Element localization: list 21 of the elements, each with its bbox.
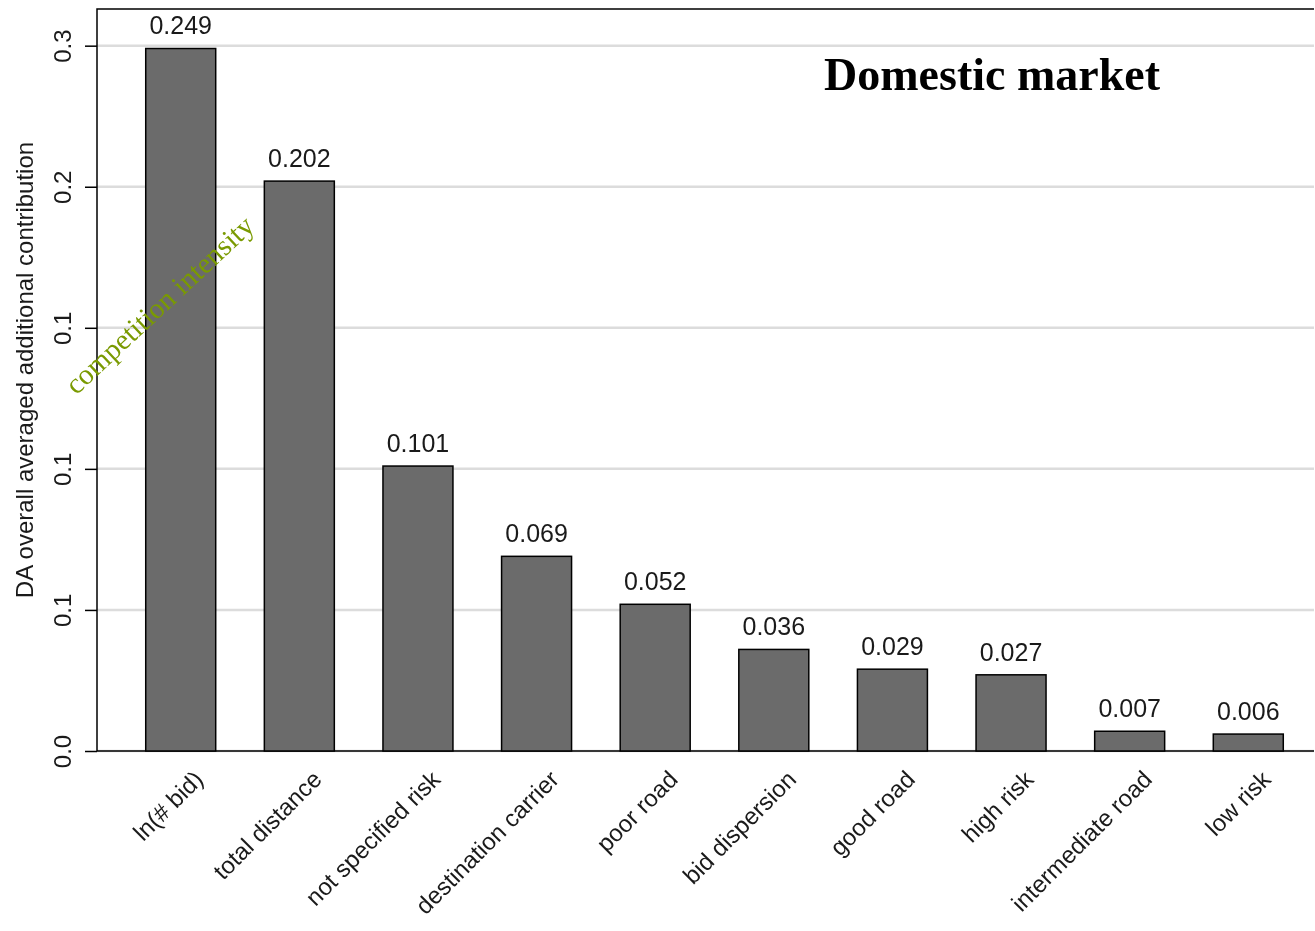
x-tick-label: ln(# bid) (127, 765, 209, 846)
data-label: 0.027 (979, 637, 1043, 666)
y-tick-label: 0.3 (49, 29, 77, 63)
data-label: 0.052 (623, 567, 687, 596)
data-label: 0.249 (149, 11, 212, 40)
data-label: 0.101 (386, 429, 450, 458)
data-label: 0.007 (1098, 694, 1161, 723)
data-label: 0.006 (1217, 697, 1280, 726)
y-tick-label: 0.0 (49, 734, 77, 769)
data-label: 0.036 (742, 612, 806, 641)
text: Domestic market (824, 49, 1161, 100)
y-tick-label: 0.1 (49, 593, 77, 628)
y-tick-label: 0.1 (49, 452, 77, 487)
data-label: 0.069 (505, 519, 568, 548)
x-tick-label: high risk (956, 764, 1040, 848)
y-axis-title: DA overall averaged additional contribution (11, 141, 38, 599)
data-label: 0.202 (268, 144, 331, 173)
data-label: 0.029 (861, 632, 924, 661)
y-tick-label: 0.1 (49, 311, 77, 345)
y-tick-label: 0.2 (49, 170, 77, 204)
x-tick-label: low risk (1200, 764, 1277, 841)
